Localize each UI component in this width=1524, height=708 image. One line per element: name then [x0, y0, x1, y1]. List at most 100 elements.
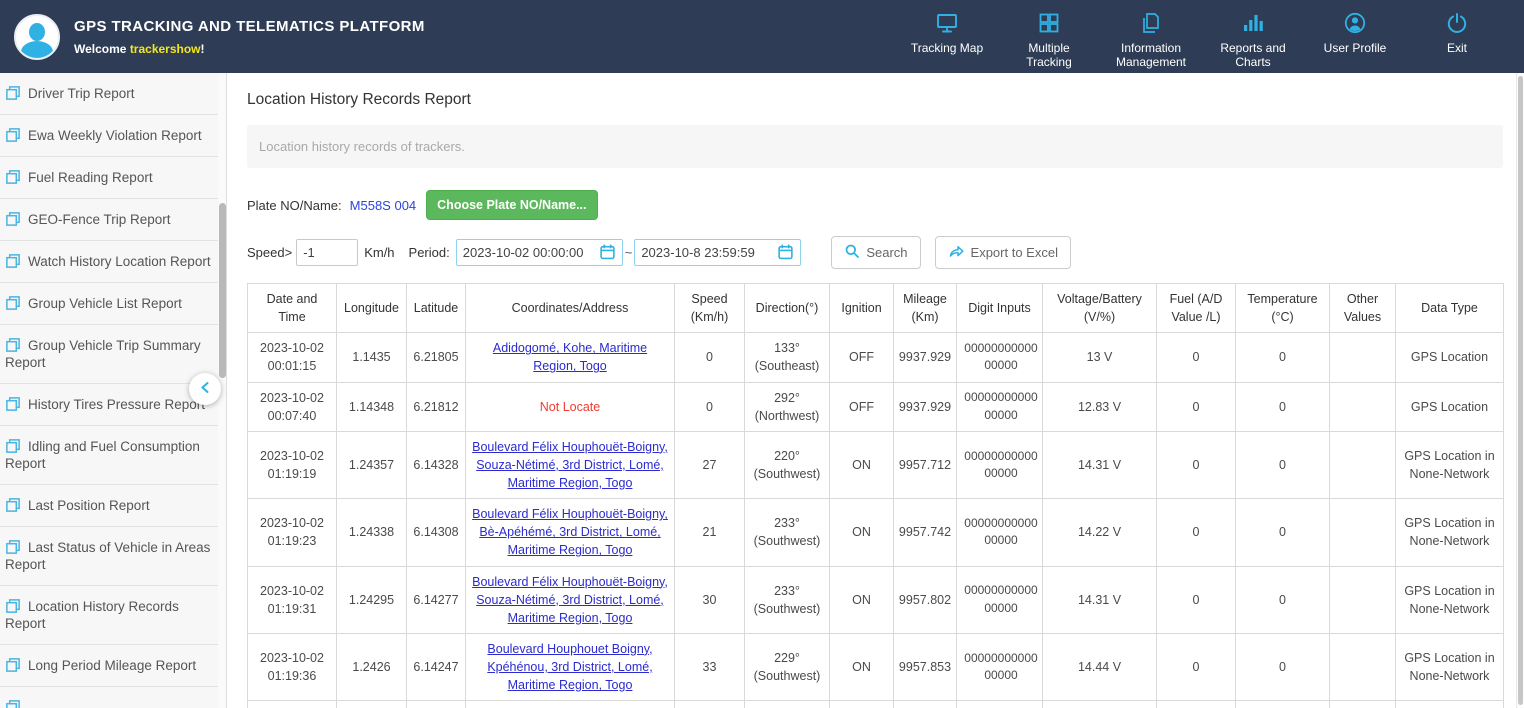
- report-description: Location history records of trackers.: [247, 125, 1503, 168]
- sidebar-scrollbar-thumb[interactable]: [219, 203, 226, 378]
- cell-ignition: OFF: [829, 381, 894, 432]
- cell-direction: 292° (Northwest): [744, 381, 830, 432]
- address-link[interactable]: Boulevard Félix Houphouët-Boigny, Bè-Apé…: [472, 507, 668, 558]
- app-header: GPS TRACKING AND TELEMATICS PLATFORM Wel…: [0, 0, 1524, 73]
- sidebar-item[interactable]: Last Position Report: [0, 485, 218, 527]
- table-row: 2023-10-02 01:19:401.242386.1423Boulevar…: [247, 700, 1504, 708]
- nav-label: Exit: [1446, 40, 1467, 55]
- sidebar-scrollbar: [218, 73, 227, 708]
- column-header: Speed (Km/h): [674, 282, 745, 334]
- nav-multiple-tracking[interactable]: Multiple Tracking: [998, 5, 1100, 69]
- report-copy-icon: [6, 296, 20, 310]
- power-icon: [1445, 11, 1469, 35]
- cell-temperature: 0: [1235, 332, 1330, 383]
- cell-data-type: GPS Location in None-Network: [1395, 632, 1504, 702]
- sidebar-item[interactable]: Group Vehicle Trip Summary Report: [0, 325, 218, 384]
- digit-inputs-value: 0000000000000000: [964, 583, 1038, 615]
- address-link[interactable]: Boulevard Félix Houphouët-Boigny, Souza-…: [472, 574, 668, 625]
- column-header: Longitude: [336, 282, 407, 334]
- cell-temperature: 0: [1235, 381, 1330, 432]
- sidebar-item[interactable]: Driver Trip Report: [0, 73, 218, 115]
- cell-latitude: 6.14308: [406, 498, 466, 567]
- cell-temperature: 0: [1235, 565, 1330, 634]
- period-from-input[interactable]: 2023-10-02 00:00:00: [455, 239, 623, 266]
- cell-date-time: 2023-10-02 00:07:40: [247, 381, 337, 432]
- nav-tracking-map[interactable]: Tracking Map: [896, 5, 998, 55]
- nav-reports-and-charts[interactable]: Reports and Charts: [1202, 5, 1304, 69]
- sidebar-item-label: Location History Records Report: [5, 599, 179, 631]
- report-copy-icon: [6, 498, 20, 512]
- cell-longitude: 1.24357: [336, 430, 407, 500]
- report-copy-icon: [6, 338, 20, 352]
- sidebar-item[interactable]: Long Period Mileage Report: [0, 645, 218, 687]
- cell-speed: 24: [674, 700, 745, 708]
- calendar-icon[interactable]: [599, 243, 616, 263]
- period-separator: ~: [624, 245, 633, 260]
- calendar-icon[interactable]: [777, 243, 794, 263]
- sidebar-item[interactable]: Watch History Location Report: [0, 241, 218, 283]
- cell-date-time: 2023-10-02 01:19:31: [247, 565, 337, 634]
- cell-address: Adidogomé, Kohe, Maritime Region, Togo: [465, 332, 675, 383]
- sidebar-collapse-button[interactable]: [189, 373, 221, 405]
- sidebar-item[interactable]: Ewa Weekly Violation Report: [0, 115, 218, 157]
- page-title: Location History Records Report: [247, 91, 471, 108]
- sidebar-item[interactable]: History Tires Pressure Report: [0, 384, 218, 426]
- address-link[interactable]: Boulevard Félix Houphouët-Boigny, Souza-…: [472, 439, 668, 490]
- cell-latitude: 6.14247: [406, 632, 466, 702]
- table-row: 2023-10-02 01:19:23 1.24338 6.14308 Bouleva…: [247, 498, 1504, 567]
- sidebar-item[interactable]: [0, 687, 218, 708]
- column-header: Mileage (Km): [893, 282, 957, 334]
- cell-digit-inputs: 0000000000000000: [956, 430, 1043, 500]
- address-link[interactable]: Boulevard Houphouet Boigny, Kpéhénou, 3r…: [487, 641, 653, 693]
- sidebar-item[interactable]: Location History Records Report: [0, 586, 218, 645]
- column-header: Data Type: [1395, 282, 1504, 334]
- cell-address: Boulevard Houphouet Boigny, Kpéhénou, 3r…: [465, 632, 675, 702]
- report-copy-icon: [6, 212, 20, 226]
- cell-latitude: 6.1423: [406, 700, 466, 708]
- cell-speed: 0: [674, 332, 745, 383]
- avatar: [14, 13, 60, 60]
- cell-speed: 0: [674, 381, 745, 432]
- digit-inputs-value: 0000000000000000: [964, 448, 1038, 480]
- sidebar-item[interactable]: GEO-Fence Trip Report: [0, 199, 218, 241]
- avatar-person-icon: [29, 22, 45, 41]
- cell-data-type: GPS Location in None-Network: [1395, 700, 1504, 708]
- speed-input[interactable]: [296, 239, 359, 266]
- nav-user-profile[interactable]: User Profile: [1304, 5, 1406, 55]
- period-to-input[interactable]: 2023-10-8 23:59:59: [634, 239, 802, 266]
- sidebar-item-label: Group Vehicle List Report: [28, 296, 182, 311]
- cell-mileage: 9957.853: [893, 632, 957, 702]
- sidebar-item-label: GEO-Fence Trip Report: [28, 212, 171, 227]
- sidebar-item[interactable]: Fuel Reading Report: [0, 157, 218, 199]
- cell-ignition: ON: [829, 430, 894, 500]
- nav-information-management[interactable]: Information Management: [1100, 5, 1202, 69]
- username: trackershow: [129, 41, 201, 56]
- sidebar-item[interactable]: Idling and Fuel Consumption Report: [0, 426, 218, 485]
- cell-other: [1329, 430, 1396, 500]
- table-row: 2023-10-02 00:01:15 1.1435 6.21805 Adidogom…: [247, 332, 1504, 383]
- cell-other: [1329, 700, 1396, 708]
- digit-inputs-value: 0000000000000000: [964, 390, 1038, 422]
- cell-date-time: 2023-10-02 00:01:15: [247, 332, 337, 383]
- search-button[interactable]: Search: [831, 236, 921, 269]
- column-header: Date and Time: [247, 282, 337, 334]
- page-scrollbar-thumb[interactable]: [1518, 76, 1523, 705]
- sidebar-item[interactable]: Last Status of Vehicle in Areas Report: [0, 527, 218, 586]
- sidebar-item-label: Long Period Mileage Report: [28, 658, 197, 673]
- table-body: 2023-10-02 00:01:15 1.1435 6.21805 Adidogom…: [247, 332, 1504, 708]
- nav-exit[interactable]: Exit: [1406, 5, 1508, 55]
- welcome-message: Welcome trackershow!: [74, 41, 205, 56]
- export-to-excel-button[interactable]: Export to Excel: [934, 236, 1071, 269]
- cell-address: Boulevard Félix Houphouët-Boigny, Souza-…: [465, 565, 675, 634]
- address-link[interactable]: Adidogomé, Kohe, Maritime Region, Togo: [492, 341, 648, 374]
- cell-longitude: 1.24238: [336, 700, 407, 708]
- plate-value: M558S 004: [349, 197, 417, 213]
- cell-mileage: 9937.929: [893, 381, 957, 432]
- cell-longitude: 1.1435: [336, 332, 407, 383]
- sidebar-item[interactable]: Group Vehicle List Report: [0, 283, 218, 325]
- column-header: Latitude: [406, 282, 466, 334]
- cell-mileage: 9957.742: [893, 498, 957, 567]
- report-copy-icon: [6, 439, 20, 453]
- choose-plate-button[interactable]: Choose Plate NO/Name...: [426, 190, 598, 220]
- cell-fuel: 0: [1156, 700, 1236, 708]
